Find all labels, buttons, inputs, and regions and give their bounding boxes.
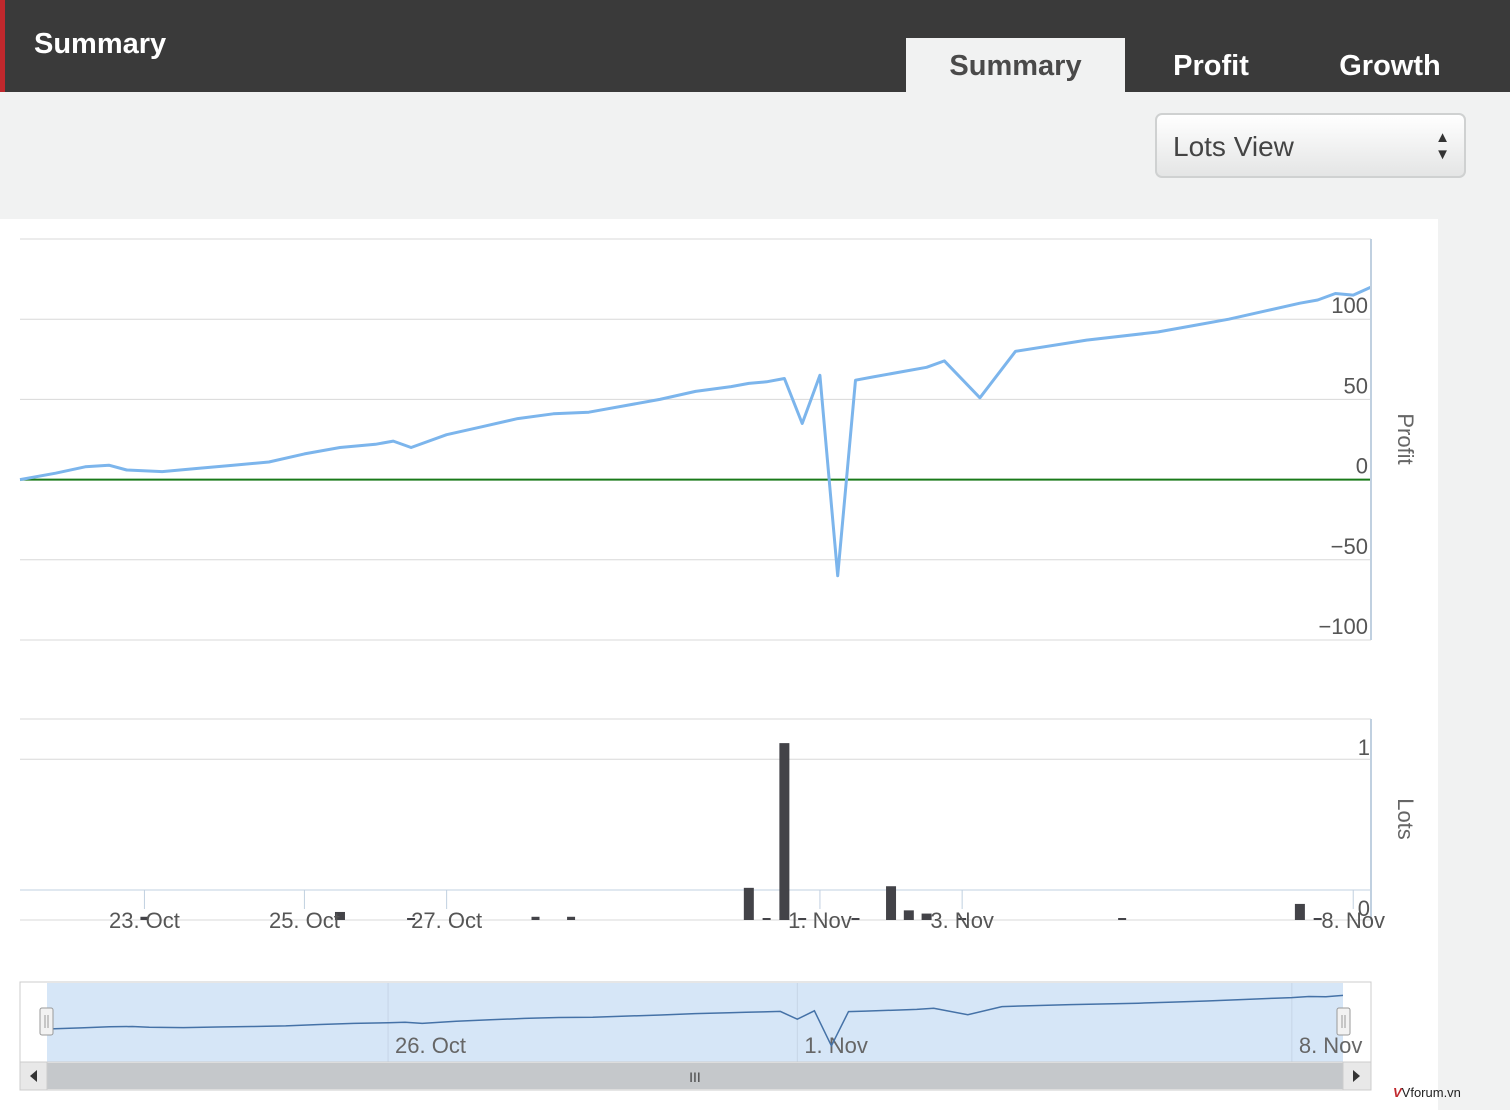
lots-tick-label: 0 <box>1358 896 1370 921</box>
scrollbar-grip-icon: III <box>689 1069 701 1085</box>
profit-series-line <box>19 285 1372 578</box>
lots-bars <box>140 743 1322 920</box>
scrollbar-thumb[interactable] <box>47 1063 1343 1089</box>
x-tick-label: 23. Oct <box>109 908 180 933</box>
lots-bar <box>567 916 576 920</box>
navigator-handle-right[interactable] <box>1336 1007 1351 1036</box>
tab-profit[interactable]: Profit <box>1173 50 1249 82</box>
navigator-selection[interactable] <box>47 983 1343 1062</box>
profit-tick-label: 100 <box>1331 293 1368 318</box>
lots-bar <box>531 916 540 920</box>
lots-bar <box>886 886 897 920</box>
navigator-series-line <box>46 994 1344 1048</box>
x-tick-label: 25. Oct <box>269 908 340 933</box>
watermark: VVforum.vn <box>1393 1085 1461 1100</box>
header-bar: Summary Summary Profit Growth <box>0 0 1510 92</box>
navigator: 26. Oct 1. Nov 8. Nov <box>19 981 1372 1063</box>
profit-tick-label: 0 <box>1356 454 1368 479</box>
watermark-mark: V <box>1393 1085 1402 1100</box>
scrollbar[interactable]: III <box>19 1061 1372 1091</box>
x-tick-label: 8. Nov <box>1321 908 1385 933</box>
lots-bar <box>903 910 914 920</box>
profit-axis-title: Profit <box>1393 413 1418 464</box>
profit-tick-label: −50 <box>1331 534 1368 559</box>
lots-bar <box>743 887 754 920</box>
lots-bar <box>1294 903 1305 920</box>
lots-bar <box>921 913 932 920</box>
lots-tick-label: 1 <box>1358 735 1370 760</box>
lots-bar <box>1118 918 1127 920</box>
navigator-label: 26. Oct <box>395 1033 466 1058</box>
x-axis: 23. Oct 25. Oct 27. Oct 1. Nov 3. Nov 8. Nov <box>109 890 1385 933</box>
x-tick-label: 27. Oct <box>411 908 482 933</box>
lots-bar <box>407 918 416 920</box>
x-tick-label: 3. Nov <box>930 908 994 933</box>
lots-bar <box>851 918 860 920</box>
tab-summary[interactable]: Summary <box>906 38 1125 92</box>
scroll-left-icon <box>30 1070 37 1082</box>
page-title: Summary <box>34 28 167 60</box>
lots-bar <box>798 918 807 920</box>
tab-growth[interactable]: Growth <box>1339 50 1441 82</box>
scroll-left-button[interactable] <box>19 1061 48 1091</box>
navigator-label: 8. Nov <box>1299 1033 1363 1058</box>
lots-bar <box>1313 918 1322 920</box>
header-accent <box>0 0 5 92</box>
profit-grid: −100 −50 0 50 100 <box>20 238 1371 641</box>
lots-bar <box>334 911 345 920</box>
watermark-text: Vforum.vn <box>1401 1085 1461 1100</box>
view-select[interactable]: Lots View ▲ ▼ <box>1155 113 1466 178</box>
navigator-handle-left[interactable] <box>39 1007 54 1036</box>
profit-tick-label: −100 <box>1318 614 1368 639</box>
right-gutter <box>1438 219 1510 1110</box>
navigator-grid: 26. Oct 1. Nov 8. Nov <box>387 983 1363 1062</box>
x-tick-label: 1. Nov <box>788 908 852 933</box>
lots-bar <box>958 918 967 920</box>
lots-bar <box>779 743 790 920</box>
select-arrows-icon: ▲ ▼ <box>1435 129 1450 163</box>
view-select-value: Lots View <box>1173 131 1294 162</box>
profit-tick-label: 50 <box>1344 373 1368 398</box>
lots-bar <box>762 918 771 920</box>
lots-axis-title: Lots <box>1393 798 1418 840</box>
lots-grid: 01 <box>20 718 1371 921</box>
scroll-right-icon <box>1353 1070 1360 1082</box>
lots-bar <box>140 916 149 920</box>
